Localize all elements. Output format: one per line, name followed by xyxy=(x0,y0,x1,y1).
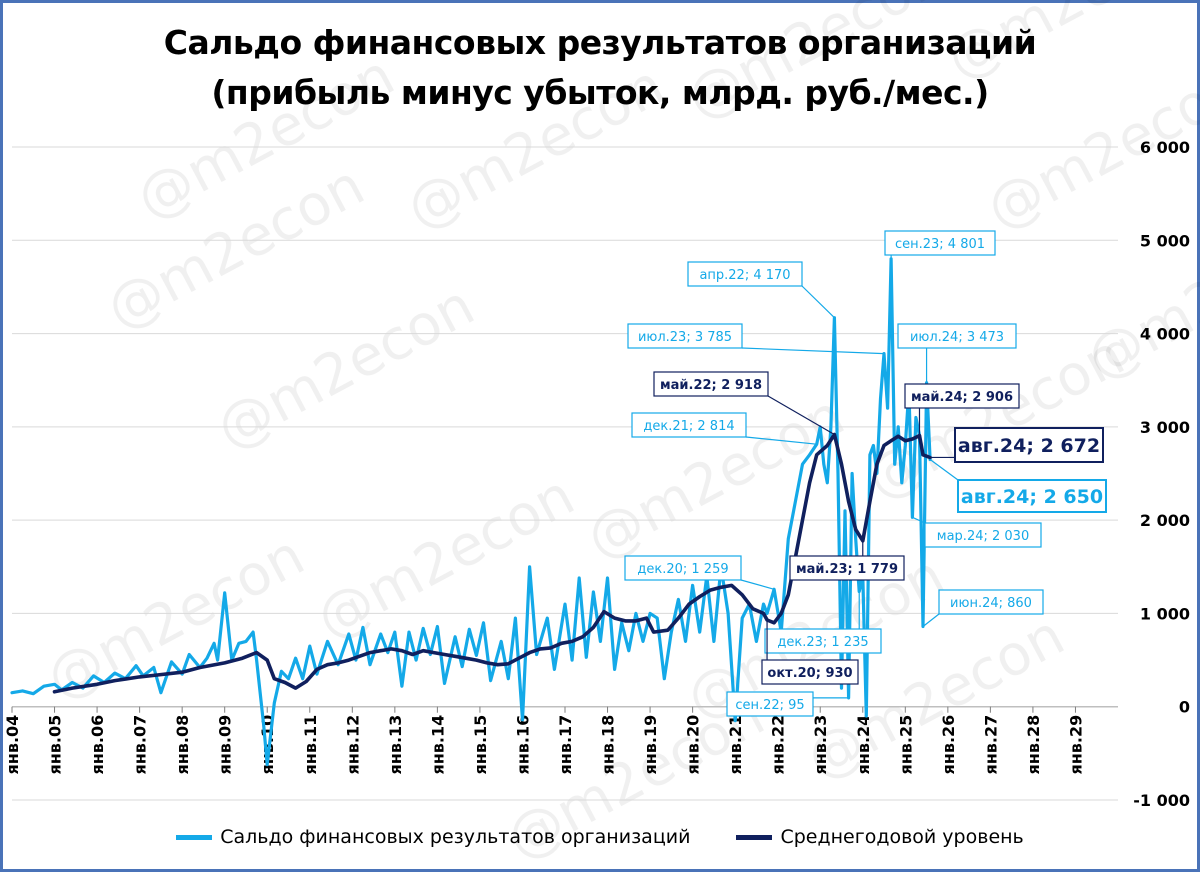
annotation-label: дек.20; 1 259 xyxy=(637,562,728,577)
annotation-leader xyxy=(922,613,940,627)
x-ticks: янв.04 янв.05 янв.06 янв.07 янв.08 янв.09 янв.… xyxy=(3,706,1085,775)
x-tick-label: янв.07 xyxy=(131,715,150,775)
x-tick-label: янв.26 xyxy=(939,715,958,775)
annotation-label: окт.20; 930 xyxy=(767,666,852,681)
legend-item-main: Сальдо финансовых результатов организаци… xyxy=(176,826,690,848)
annotation-leader xyxy=(929,459,959,481)
annotation-box xyxy=(897,323,1017,349)
annotation-box xyxy=(761,659,859,685)
y-tick-label: 0 xyxy=(1179,698,1190,717)
x-tick-label: янв.16 xyxy=(513,715,532,775)
x-tick-label: янв.24 xyxy=(854,715,873,775)
annotation-leader xyxy=(767,395,835,436)
y-tick-label: -1 000 xyxy=(1133,791,1190,810)
x-tick-label: янв.12 xyxy=(343,715,362,775)
x-tick-label: янв.09 xyxy=(216,715,235,775)
legend-label-avg: Среднегодовой уровень xyxy=(780,826,1024,848)
annotation-leader xyxy=(912,516,926,524)
annotation-leader xyxy=(745,436,817,445)
x-tick-label: янв.14 xyxy=(428,715,447,775)
y-tick-label: 4 000 xyxy=(1140,325,1190,344)
annotation-leader xyxy=(740,579,775,590)
annotation-label: май.23; 1 779 xyxy=(796,562,898,577)
annotation-label: апр.22; 4 170 xyxy=(699,268,790,283)
watermark-text: @m2econ xyxy=(306,463,585,652)
annotation-box xyxy=(884,230,996,256)
annotation-label: дек.21; 2 814 xyxy=(643,419,734,434)
legend-swatch-avg xyxy=(736,834,773,840)
annotation-box xyxy=(726,691,814,717)
annotation-box xyxy=(789,555,905,581)
y-tick-label: 5 000 xyxy=(1140,231,1190,250)
annotation-label: июл.24; 3 473 xyxy=(910,330,1004,345)
x-tick-label: янв.22 xyxy=(769,715,788,775)
x-tick-label: янв.17 xyxy=(556,715,575,775)
x-tick-label: янв.13 xyxy=(386,715,405,775)
annotation-box xyxy=(957,479,1107,513)
annotation-box xyxy=(924,522,1042,548)
x-tick-label: янв.25 xyxy=(896,715,915,775)
x-tick-label: янв.06 xyxy=(88,715,107,775)
x-tick-label: янв.21 xyxy=(726,715,745,775)
annotation-label: авг.24; 2 672 xyxy=(958,435,1100,457)
x-tick-label: янв.08 xyxy=(173,715,192,775)
legend-item-avg: Среднегодовой уровень xyxy=(736,826,1024,848)
annotation-box xyxy=(954,427,1104,463)
x-tick-label: янв.18 xyxy=(599,715,618,775)
annotation-box xyxy=(904,383,1020,409)
x-tick-label: янв.05 xyxy=(46,715,65,775)
y-tick-label: 1 000 xyxy=(1140,604,1190,623)
annotation-box xyxy=(938,589,1044,615)
annotation-box xyxy=(653,371,769,397)
x-tick-label: янв.27 xyxy=(981,715,1000,775)
annotation-leader xyxy=(801,285,835,319)
y-tick-label: 2 000 xyxy=(1140,511,1190,530)
watermark-text: @m2econ xyxy=(576,383,855,572)
chart-legend: Сальдо финансовых результатов организаци… xyxy=(0,826,1200,848)
annotation-box xyxy=(627,323,743,349)
y-tick-label: 3 000 xyxy=(1140,418,1190,437)
annotation-label: май.24; 2 906 xyxy=(911,390,1013,405)
annotation-label: авг.24; 2 650 xyxy=(961,486,1103,508)
annotation-box xyxy=(687,261,803,287)
x-tick-label: янв.29 xyxy=(1066,715,1085,775)
x-tick-label: янв.04 xyxy=(3,715,22,775)
series-line-main xyxy=(10,257,932,767)
x-tick-label: янв.15 xyxy=(471,715,490,775)
x-tick-label: янв.23 xyxy=(811,715,830,775)
watermark-text: @m2econ xyxy=(206,273,485,462)
legend-swatch-main xyxy=(176,834,213,840)
chart-title-line-2: (прибыль минус убыток, млрд. руб./мес.) xyxy=(211,73,989,112)
annotation-label: май.22; 2 918 xyxy=(660,378,762,393)
annotation-box xyxy=(631,412,747,438)
annotation-box xyxy=(764,628,882,654)
annotation-label: мар.24; 2 030 xyxy=(937,529,1029,544)
x-tick-label: янв.20 xyxy=(684,715,703,775)
annotation-box xyxy=(624,555,742,581)
annotation-label: сен.22; 95 xyxy=(735,698,804,713)
x-tick-label: янв.28 xyxy=(1024,715,1043,775)
annotation-label: сен.23; 4 801 xyxy=(895,237,985,252)
series-line-avg xyxy=(52,432,932,694)
x-tick-label: янв.19 xyxy=(641,715,660,775)
annotations: апр.22; 4 170 сен.23; 4 801 июл.23; 3 785 и… xyxy=(624,230,1107,717)
annotation-leader xyxy=(741,347,885,355)
x-tick-label: янв.11 xyxy=(301,715,320,775)
chart-title: Сальдо финансовых результатов организаци… xyxy=(3,18,1197,118)
chart-title-line-1: Сальдо финансовых результатов организаци… xyxy=(163,23,1037,62)
annotation-label: июл.23; 3 785 xyxy=(638,330,732,345)
y-tick-label: 6 000 xyxy=(1140,138,1190,157)
annotation-label: дек.23; 1 235 xyxy=(777,635,868,650)
legend-label-main: Сальдо финансовых результатов организаци… xyxy=(220,826,691,848)
annotation-label: июн.24; 860 xyxy=(950,596,1032,611)
